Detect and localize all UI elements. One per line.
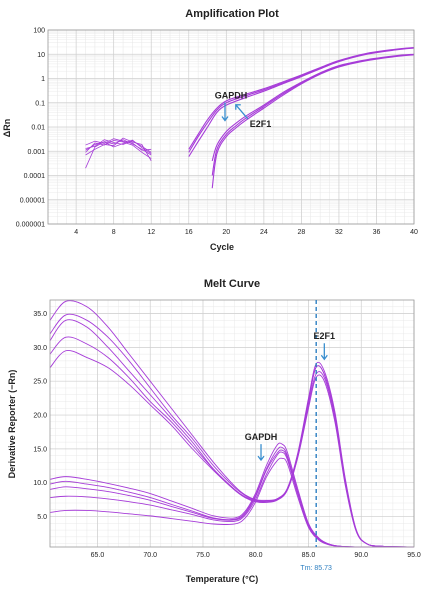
- amplification-curve-noise: [85, 137, 152, 162]
- melt-curve-x-ticks: 65.0 70.0 75.0 80.0 85.0 90.0 95.0: [91, 552, 421, 559]
- amplification-plot-y-label: ΔRn: [2, 119, 12, 137]
- melt-curve-title: Melt Curve: [204, 278, 260, 290]
- melt-annotation-e2f1-label: E2F1: [314, 331, 336, 341]
- tm-label: Tm: 85.73: [300, 565, 332, 572]
- melt-curve-y-ticks: 5.0 10.0 15.0 20.0 25.0 30.0 35.0: [33, 311, 47, 521]
- amplification-curve-e2f1: [211, 53, 415, 162]
- amplification-plot: Amplification Plot 4 8 12 16 20 24 28 32 36 40 0.…: [2, 8, 418, 252]
- x-tick-label: 8: [112, 229, 116, 236]
- melt-annotation-gapdh-label: GAPDH: [245, 432, 278, 442]
- y-tick-label: 15.0: [33, 446, 47, 453]
- plot-frame: [47, 29, 415, 225]
- x-tick-label: 20: [222, 229, 230, 236]
- amplification-plot-x-ticks: 4 8 12 16 20 24 28 32 36 40: [74, 229, 418, 236]
- annotation-gapdh-arrow: [221, 102, 229, 122]
- x-tick-label: 16: [185, 229, 193, 236]
- melt-curve-series: [49, 300, 415, 548]
- x-tick-label: 90.0: [354, 552, 368, 559]
- x-tick-label: 75.0: [196, 552, 210, 559]
- amplification-curve-noise: [85, 138, 152, 151]
- y-tick-label: 10: [37, 52, 45, 59]
- melt-curve-grid: [50, 300, 415, 547]
- amplification-plot-title: Amplification Plot: [185, 8, 279, 20]
- y-tick-label: 5.0: [37, 514, 47, 521]
- melt-curve-gapdh: [49, 449, 415, 548]
- x-tick-label: 40: [410, 229, 418, 236]
- melt-curve-gapdh: [49, 446, 415, 548]
- amplification-curve-noise: [85, 139, 152, 154]
- melt-annotation-gapdh-arrow: [257, 444, 265, 462]
- melt-curve-e2f1: [49, 349, 415, 548]
- y-tick-label: 0.00001: [20, 197, 45, 204]
- x-tick-label: 70.0: [143, 552, 157, 559]
- amplification-plot-series: [85, 46, 415, 189]
- melt-curve-gapdh: [49, 451, 415, 548]
- y-tick-label: 20.0: [33, 413, 47, 420]
- melt-curve-e2f1: [49, 300, 415, 548]
- melt-annotation-e2f1-arrow: [320, 343, 328, 361]
- plot-frame: [49, 299, 415, 548]
- amplification-plot-annotations: GAPDH E2F1: [215, 90, 272, 128]
- y-tick-label: 30.0: [33, 345, 47, 352]
- x-tick-label: 95.0: [407, 552, 421, 559]
- amplification-curve-noise: [85, 139, 152, 159]
- y-tick-label: 10.0: [33, 480, 47, 487]
- y-tick-label: 0.1: [35, 100, 45, 107]
- melt-curve-axes: [49, 299, 415, 548]
- y-tick-label: 0.001: [27, 149, 45, 156]
- melt-curve-gapdh: [49, 442, 415, 548]
- melt-curve-x-label: Temperature (°C): [186, 574, 258, 584]
- y-tick-label: 35.0: [33, 311, 47, 318]
- melt-curve-e2f1: [49, 313, 415, 548]
- x-tick-label: 36: [373, 229, 381, 236]
- amplification-plot-x-label: Cycle: [210, 242, 234, 252]
- x-tick-label: 85.0: [302, 552, 316, 559]
- melt-curve-y-label: Derivative Reporter (−Rn): [7, 370, 17, 479]
- melt-curve-gapdh: [49, 457, 415, 548]
- x-tick-label: 28: [297, 229, 305, 236]
- x-tick-label: 4: [74, 229, 78, 236]
- annotation-e2f1-arrow: [235, 104, 249, 120]
- y-tick-label: 0.01: [31, 125, 45, 132]
- x-tick-label: 12: [147, 229, 155, 236]
- amplification-plot-axes: [47, 29, 415, 225]
- y-tick-label: 0.0001: [24, 173, 46, 180]
- y-tick-label: 100: [33, 28, 45, 35]
- melt-curve-annotations: GAPDH E2F1: [245, 331, 336, 462]
- x-tick-label: 80.0: [249, 552, 263, 559]
- melt-curve-plot: Melt Curve 65.0 70.0 75.0 80.0 85.0 90.0 95.0 …: [7, 278, 421, 584]
- annotation-gapdh-label: GAPDH: [215, 90, 248, 100]
- y-tick-label: 25.0: [33, 379, 47, 386]
- amplification-curve-e2f1: [211, 53, 415, 176]
- y-tick-label: 1: [41, 76, 45, 83]
- x-tick-label: 65.0: [91, 552, 105, 559]
- y-tick-label: 0.000001: [16, 222, 45, 229]
- amplification-curve-e2f1: [211, 54, 415, 189]
- amplification-curve-noise: [85, 139, 152, 153]
- amplification-plot-y-ticks: 0.000001 0.00001 0.0001 0.001 0.01 0.1 1 10 100: [16, 28, 45, 229]
- amplification-curve-gapdh: [188, 46, 415, 150]
- x-tick-label: 32: [335, 229, 343, 236]
- melt-curve-e2f1: [49, 319, 415, 548]
- x-tick-label: 24: [260, 229, 268, 236]
- annotation-e2f1-label: E2F1: [250, 119, 272, 129]
